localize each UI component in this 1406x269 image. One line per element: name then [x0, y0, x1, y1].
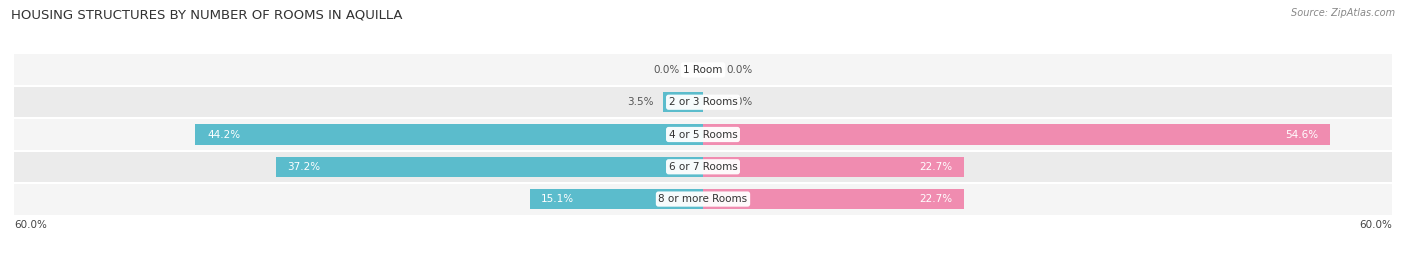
Text: 22.7%: 22.7%	[920, 162, 952, 172]
Bar	[14, 183, 1392, 215]
Text: 15.1%: 15.1%	[541, 194, 574, 204]
Bar	[662, 92, 703, 112]
Text: 6 or 7 Rooms: 6 or 7 Rooms	[669, 162, 737, 172]
Bar	[14, 151, 1392, 183]
Text: 37.2%: 37.2%	[287, 162, 321, 172]
Text: 3.5%: 3.5%	[627, 97, 654, 107]
Text: 60.0%: 60.0%	[14, 220, 46, 230]
Bar	[530, 189, 703, 209]
Bar	[195, 125, 703, 144]
Text: 2 or 3 Rooms: 2 or 3 Rooms	[669, 97, 737, 107]
Text: 0.0%: 0.0%	[725, 97, 752, 107]
Text: 54.6%: 54.6%	[1285, 129, 1319, 140]
Text: 0.0%: 0.0%	[725, 65, 752, 75]
Bar	[14, 86, 1392, 118]
Bar	[14, 118, 1392, 151]
Text: HOUSING STRUCTURES BY NUMBER OF ROOMS IN AQUILLA: HOUSING STRUCTURES BY NUMBER OF ROOMS IN…	[11, 8, 402, 21]
Bar	[14, 54, 1392, 86]
Text: 22.7%: 22.7%	[920, 194, 952, 204]
Text: 60.0%: 60.0%	[1360, 220, 1392, 230]
Text: 0.0%: 0.0%	[654, 65, 681, 75]
Bar	[703, 125, 1330, 144]
Bar	[276, 157, 703, 177]
Text: 4 or 5 Rooms: 4 or 5 Rooms	[669, 129, 737, 140]
Bar	[703, 189, 963, 209]
Text: 8 or more Rooms: 8 or more Rooms	[658, 194, 748, 204]
Text: 44.2%: 44.2%	[207, 129, 240, 140]
Text: Source: ZipAtlas.com: Source: ZipAtlas.com	[1291, 8, 1395, 18]
Bar	[703, 157, 963, 177]
Text: 1 Room: 1 Room	[683, 65, 723, 75]
